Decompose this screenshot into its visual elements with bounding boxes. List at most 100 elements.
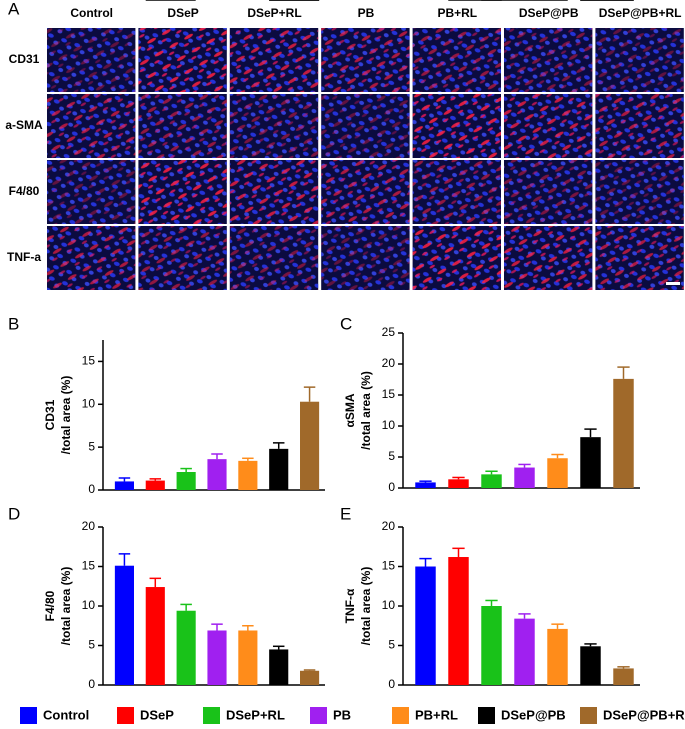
row-label: a-SMA bbox=[5, 118, 43, 132]
bar bbox=[415, 566, 436, 685]
panel-label: D bbox=[8, 504, 20, 523]
y-tick-label: 10 bbox=[382, 418, 396, 432]
legend-label: DSeP bbox=[140, 707, 174, 722]
panel-label: E bbox=[340, 504, 351, 523]
bar bbox=[448, 557, 469, 685]
legend-swatch bbox=[580, 707, 597, 724]
bar bbox=[207, 630, 227, 685]
y-tick-label: 15 bbox=[82, 354, 96, 368]
micrograph-stain bbox=[138, 226, 227, 290]
bar bbox=[514, 618, 535, 685]
bar bbox=[269, 448, 289, 490]
y-tick-label: 10 bbox=[82, 598, 96, 612]
y-axis-label: CD31 bbox=[43, 399, 57, 430]
micrograph-stain bbox=[595, 160, 684, 224]
micrograph-stain bbox=[504, 94, 593, 158]
y-tick-label: 15 bbox=[382, 559, 396, 573]
micrograph-stain bbox=[321, 28, 410, 92]
y-axis-label: /total area (%) bbox=[359, 567, 373, 646]
micrograph-stain bbox=[229, 94, 319, 158]
y-tick-label: 0 bbox=[388, 677, 395, 691]
micrograph-stain bbox=[595, 94, 684, 158]
micrograph-stain bbox=[595, 28, 684, 92]
y-axis-label: /total area (%) bbox=[59, 376, 73, 455]
bar bbox=[238, 630, 258, 685]
panel-label: A bbox=[8, 0, 20, 18]
micrograph-stain bbox=[412, 28, 501, 92]
legend-swatch bbox=[392, 707, 409, 724]
micrograph-stain bbox=[138, 160, 227, 224]
y-tick-label: 20 bbox=[82, 519, 96, 533]
bar bbox=[514, 467, 535, 488]
y-tick-label: 10 bbox=[82, 396, 96, 410]
micrograph-stain bbox=[412, 94, 501, 158]
micrograph-stain bbox=[229, 160, 319, 224]
bar bbox=[481, 606, 502, 685]
micrograph-stain bbox=[504, 28, 593, 92]
column-label: DSeP+RL bbox=[247, 6, 301, 20]
y-axis-label: /total area (%) bbox=[359, 371, 373, 450]
y-tick-label: 5 bbox=[88, 439, 95, 453]
legend-label: PB bbox=[333, 707, 351, 722]
micrograph-stain bbox=[504, 226, 593, 290]
scale-bar bbox=[666, 282, 680, 285]
micrograph-stain bbox=[412, 160, 501, 224]
bar bbox=[580, 646, 601, 685]
micrograph-stain bbox=[138, 28, 227, 92]
micrograph-stain bbox=[47, 28, 136, 92]
bar bbox=[613, 668, 634, 685]
micrograph-stain bbox=[47, 226, 136, 290]
y-tick-label: 15 bbox=[382, 387, 396, 401]
bar bbox=[269, 649, 289, 685]
bar bbox=[613, 378, 634, 488]
micrograph-stain bbox=[321, 226, 410, 290]
micrograph-stain bbox=[138, 94, 227, 158]
micrograph-stain bbox=[504, 160, 593, 224]
bar bbox=[114, 565, 134, 685]
y-tick-label: 5 bbox=[88, 638, 95, 652]
y-tick-label: 5 bbox=[388, 449, 395, 463]
row-label: CD31 bbox=[9, 52, 40, 66]
bar bbox=[145, 587, 165, 685]
micrograph-stain bbox=[229, 226, 319, 290]
bar bbox=[145, 480, 165, 490]
y-tick-label: 20 bbox=[382, 519, 396, 533]
y-tick-label: 5 bbox=[388, 638, 395, 652]
bar bbox=[448, 479, 469, 488]
bar bbox=[207, 459, 227, 490]
y-axis-label: TNF-α bbox=[343, 588, 357, 623]
column-label: Control bbox=[70, 6, 113, 20]
bar bbox=[300, 670, 320, 685]
bar bbox=[176, 610, 196, 685]
legend-label: DSeP@PB+RL bbox=[603, 707, 685, 722]
column-label: DSeP@PB bbox=[519, 6, 579, 20]
y-tick-label: 10 bbox=[382, 598, 396, 612]
legend-swatch bbox=[203, 707, 220, 724]
bar bbox=[300, 401, 320, 490]
legend-label: Control bbox=[43, 707, 89, 722]
legend-swatch bbox=[20, 707, 37, 724]
legend-label: DSeP@PB bbox=[501, 707, 566, 722]
y-axis-label: /total area (%) bbox=[59, 567, 73, 646]
panel-label: B bbox=[8, 314, 19, 333]
y-axis-label: F4/80 bbox=[43, 590, 57, 621]
column-label: PB+RL bbox=[437, 6, 477, 20]
y-tick-label: 20 bbox=[382, 356, 396, 370]
y-axis-label: αSMA bbox=[343, 393, 357, 427]
micrograph-stain bbox=[47, 160, 136, 224]
bar bbox=[547, 458, 568, 488]
legend-swatch bbox=[310, 707, 327, 724]
bar bbox=[580, 437, 601, 488]
column-label: DSeP@PB+RL bbox=[599, 6, 682, 20]
y-tick-label: 25 bbox=[382, 325, 396, 339]
bar bbox=[176, 472, 196, 490]
y-tick-label: 0 bbox=[388, 480, 395, 494]
row-label: F4/80 bbox=[9, 184, 40, 198]
y-tick-label: 0 bbox=[88, 482, 95, 496]
micrograph-stain bbox=[229, 28, 319, 92]
y-tick-label: 0 bbox=[88, 677, 95, 691]
bar bbox=[114, 481, 134, 490]
micrograph-stain bbox=[321, 94, 410, 158]
panel-label: C bbox=[340, 314, 352, 333]
